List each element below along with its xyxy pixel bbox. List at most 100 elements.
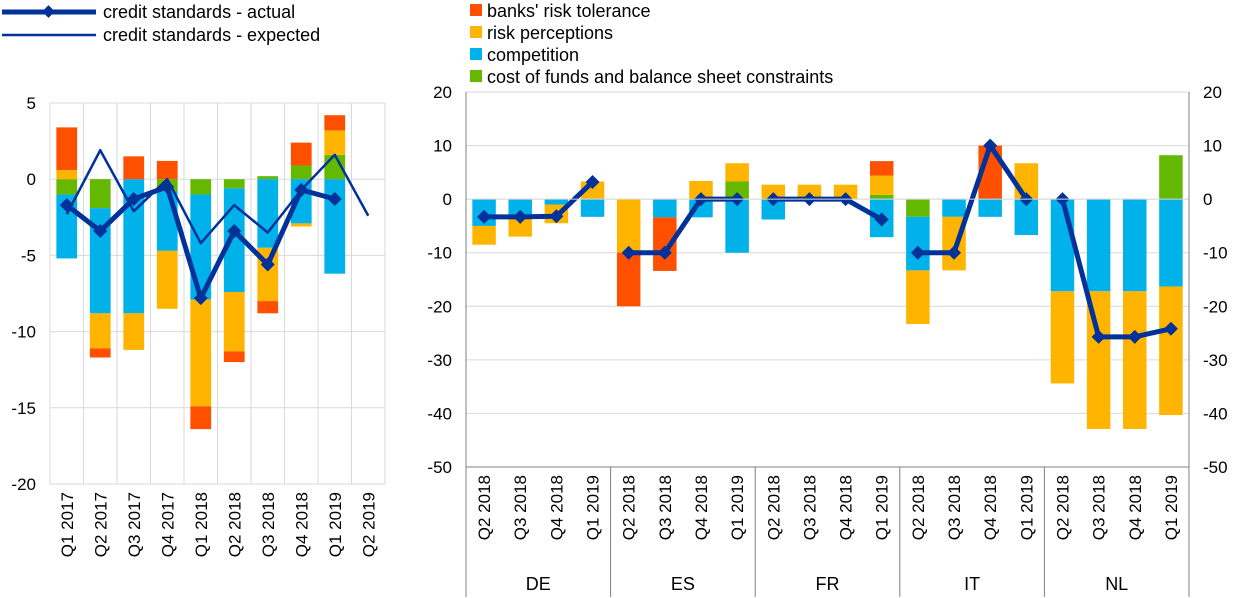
right-de-risk-perceptions-bar	[508, 217, 532, 237]
left-y-tick-label: 0	[27, 170, 36, 189]
left-actual-marker	[93, 224, 108, 239]
right-actual-marker	[910, 245, 925, 260]
left-banks-risk-tolerance-bar	[56, 127, 78, 171]
left-competition-bar	[89, 208, 111, 314]
legend-label-competition: competition	[487, 45, 579, 65]
right-es-competition-bar	[653, 199, 677, 218]
left-actual-marker	[294, 182, 309, 197]
left-risk-perceptions-bar	[89, 313, 111, 349]
right-x-tick-label: Q2 2018	[620, 475, 639, 540]
right-es-risk-perceptions-bar	[616, 199, 641, 253]
right-actual-marker	[1091, 329, 1106, 344]
right-nl-risk-perceptions-bar	[1159, 286, 1183, 416]
left-cost-of-funds-bar	[223, 179, 245, 189]
right-y-tick-label-right: 20	[1203, 83, 1222, 102]
left-expected-line	[65, 148, 370, 245]
right-y-tick-label-left: -40	[427, 404, 452, 423]
right-es-competition-bar	[725, 199, 749, 253]
left-actual-marker	[193, 291, 208, 306]
legend-swatch-risk-perceptions	[470, 26, 482, 38]
left-competition-bar	[257, 179, 279, 248]
left-cost-of-funds-bar	[257, 176, 279, 180]
right-y-tick-label-left: 10	[433, 137, 452, 156]
right-fr-banks-risk-tolerance-bar	[869, 161, 894, 176]
right-it-competition-bar	[942, 199, 966, 217]
right-nl-risk-perceptions-bar	[1050, 291, 1075, 384]
right-actual-line-fr	[773, 196, 883, 222]
right-de-competition-bar	[544, 199, 569, 205]
left-x-tick-label: Q1 2018	[192, 492, 211, 557]
legend-swatch-competition	[470, 48, 482, 60]
right-y-tick-label-left: -10	[427, 244, 452, 263]
left-y-tick-label: 5	[27, 94, 36, 113]
right-actual-marker	[1163, 321, 1178, 336]
group-label-es: ES	[671, 574, 695, 594]
right-x-tick-label: Q2 2018	[1053, 475, 1072, 540]
left-competition-bar	[223, 188, 245, 292]
right-x-tick-label: Q4 2018	[547, 475, 566, 540]
right-y-tick-label-right: 0	[1203, 190, 1212, 209]
left-x-tick-label: Q3 2018	[259, 492, 278, 557]
right-nl-cost-of-funds-bar	[1159, 155, 1183, 200]
left-actual-marker	[160, 179, 175, 194]
right-fr-risk-perceptions-bar	[833, 184, 858, 200]
right-actual-marker	[874, 212, 889, 227]
legend-lines: credit standards - actual credit standar…	[2, 2, 320, 45]
left-risk-perceptions-bar	[156, 250, 178, 309]
right-y-tick-label-left: -20	[427, 297, 452, 316]
right-y-tick-label-right: -50	[1203, 458, 1228, 477]
left-y-tick-label: -5	[21, 246, 36, 265]
left-risk-perceptions-bar	[190, 299, 212, 407]
right-y-tick-label-left: -50	[427, 458, 452, 477]
right-fr-cost-of-funds-bar	[869, 194, 894, 200]
right-y-tick-label-left: 0	[443, 190, 452, 209]
right-it-risk-perceptions-bar	[906, 270, 930, 324]
right-nl-competition-bar	[1086, 199, 1111, 292]
legend-marker-actual	[42, 5, 55, 18]
right-x-tick-label: Q2 2018	[475, 475, 494, 540]
left-risk-perceptions-bar	[290, 223, 312, 227]
right-x-tick-label: Q1 2019	[1017, 475, 1036, 540]
right-es-risk-perceptions-bar	[725, 163, 749, 182]
right-x-tick-label: Q4 2018	[981, 475, 1000, 540]
left-x-tick-label: Q2 2019	[359, 492, 378, 557]
left-x-tick-label: Q3 2017	[125, 492, 144, 557]
legend-label-risk-perceptions: risk perceptions	[487, 23, 613, 43]
right-actual-marker	[513, 209, 528, 224]
right-x-tick-label: Q2 2018	[764, 475, 783, 540]
left-x-tick-label: Q4 2018	[292, 492, 311, 557]
right-nl-risk-perceptions-bar	[1086, 291, 1111, 429]
group-label-it: IT	[964, 574, 980, 594]
left-cost-of-funds-bar	[190, 179, 212, 195]
left-banks-risk-tolerance-bar	[89, 348, 111, 358]
right-x-tick-label: Q3 2018	[945, 475, 964, 540]
legend-label-expected: credit standards - expected	[103, 25, 320, 45]
left-competition-bar	[123, 179, 145, 314]
left-y-tick-label: -10	[11, 323, 36, 342]
left-banks-risk-tolerance-bar	[190, 406, 212, 430]
left-competition-bar	[324, 179, 346, 274]
left-risk-perceptions-bar	[223, 291, 245, 352]
right-y-tick-label-left: 20	[433, 83, 452, 102]
legend-label-cost-of-funds: cost of funds and balance sheet constrai…	[487, 67, 833, 87]
group-label-de: DE	[526, 574, 551, 594]
right-y-tick-label-right: 10	[1203, 137, 1222, 156]
right-actual-marker	[621, 245, 636, 260]
right-de-competition-bar	[580, 199, 605, 217]
right-de-risk-perceptions-bar	[472, 225, 496, 245]
legend-item-expected: credit standards - expected	[2, 25, 320, 45]
left-banks-risk-tolerance-bar	[156, 160, 178, 180]
left-risk-perceptions-bar	[56, 170, 78, 180]
right-x-tick-label: Q4 2018	[692, 475, 711, 540]
right-x-tick-label: Q2 2018	[909, 475, 928, 540]
right-fr-risk-perceptions-bar	[869, 175, 894, 195]
right-actual-line-es	[628, 196, 738, 256]
left-x-tick-label: Q4 2017	[158, 492, 177, 557]
left-y-tick-label: -20	[11, 475, 36, 494]
legend-swatch-banks-risk-tolerance	[470, 4, 482, 16]
left-risk-perceptions-bar	[324, 130, 346, 155]
right-fr-competition-bar	[761, 199, 786, 220]
right-x-tick-label: Q1 2019	[1162, 475, 1181, 540]
left-actual-marker	[260, 257, 275, 272]
